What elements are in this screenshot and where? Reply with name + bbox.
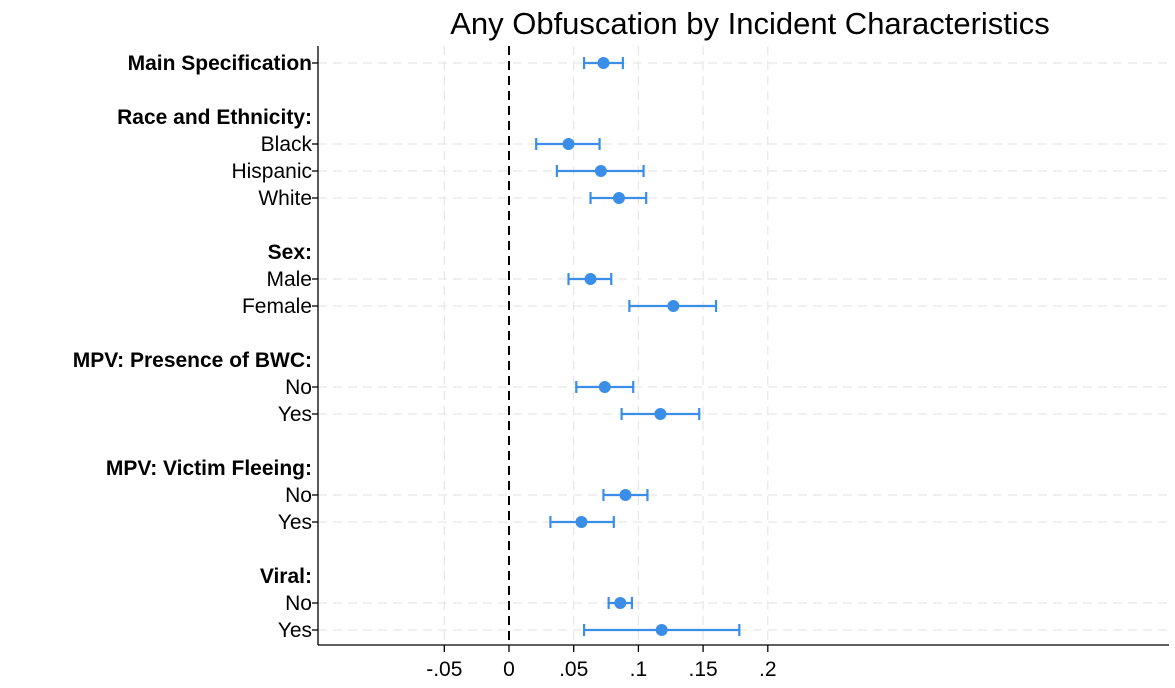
estimate-row <box>620 408 701 420</box>
row-label: Male <box>266 268 312 291</box>
row-label: Yes <box>278 511 312 534</box>
estimate-point <box>562 138 575 150</box>
estimate-point <box>667 300 680 312</box>
row-label: No <box>285 376 312 399</box>
estimate-row <box>602 489 649 501</box>
row-label: White <box>258 187 312 210</box>
estimate-row <box>535 138 601 150</box>
estimate-point <box>619 489 632 501</box>
estimate-point <box>575 516 588 528</box>
x-axis-ticks: -.05 0 .05 .1 .15 .2 <box>426 645 777 681</box>
estimate-point <box>612 192 625 204</box>
axes <box>312 46 1169 646</box>
x-tick-label: -.05 <box>426 658 462 681</box>
x-tick-label: .1 <box>630 658 648 681</box>
x-tick-label: .2 <box>759 658 777 681</box>
row-label: Yes <box>278 403 312 426</box>
row-labels: Main Specification Race and Ethnicity: Bla… <box>73 52 313 642</box>
estimate-row <box>549 516 615 528</box>
estimate-row <box>628 300 718 312</box>
estimate-point <box>597 57 610 69</box>
group-label: Race and Ethnicity: <box>117 106 312 129</box>
group-label: Sex: <box>268 241 312 264</box>
gridlines <box>318 46 1169 645</box>
row-label: Black <box>261 133 313 156</box>
row-label: No <box>285 484 312 507</box>
estimate-point <box>598 381 611 393</box>
estimate-point <box>594 165 607 177</box>
estimate-row <box>582 57 624 69</box>
row-label: No <box>285 592 312 615</box>
x-tick-label: .05 <box>559 658 588 681</box>
estimate-point <box>584 273 597 285</box>
estimate-row <box>567 273 613 285</box>
estimate-row <box>575 381 635 393</box>
row-label: Yes <box>278 619 312 642</box>
x-tick-label: .15 <box>688 658 717 681</box>
group-label: Viral: <box>260 565 312 588</box>
row-label: Female <box>242 295 312 318</box>
group-label: MPV: Presence of BWC: <box>73 349 312 372</box>
row-label: Hispanic <box>231 160 312 183</box>
chart-title: Any Obfuscation by Incident Characterist… <box>450 6 1050 41</box>
x-tick-label: 0 <box>503 658 515 681</box>
estimates <box>535 57 741 636</box>
estimate-row <box>582 624 741 636</box>
estimate-row <box>607 597 634 609</box>
estimate-point <box>655 624 668 636</box>
group-label: Main Specification <box>128 52 312 75</box>
estimate-row <box>555 165 645 177</box>
estimate-point <box>654 408 667 420</box>
estimate-point <box>614 597 627 609</box>
estimate-row <box>589 192 648 204</box>
group-label: MPV: Victim Fleeing: <box>106 457 312 480</box>
